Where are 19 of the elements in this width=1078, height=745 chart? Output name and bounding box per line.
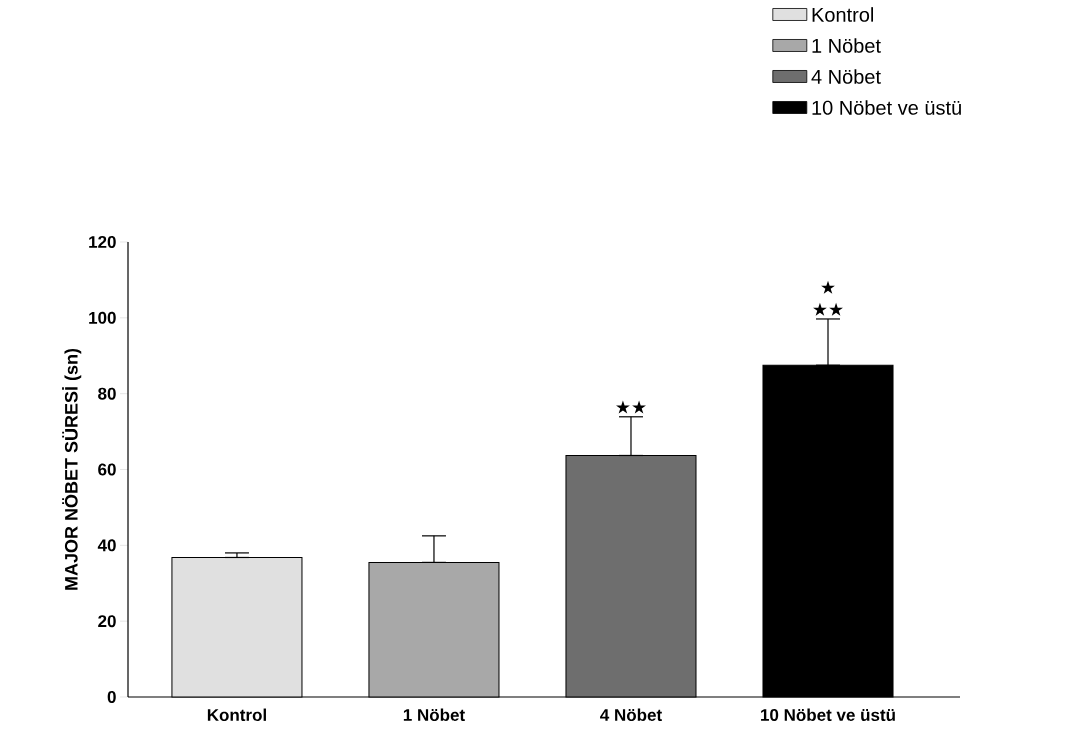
y-tick-label: 80 [98,387,116,400]
legend-label: 10 Nöbet ve üstü [812,100,961,115]
y-tick-label: 120 [89,235,116,249]
x-tick-label: 10 Nöbet ve üstü [761,708,895,722]
annotation: ★ [821,280,835,294]
x-tick-label: Kontrol [207,708,266,722]
legend-label: 1 Nöbet [812,38,881,53]
y-tick-label: 100 [89,311,116,324]
annotation: ★★ [616,400,646,414]
y-tick-label: 0 [107,690,116,704]
y-tick-label: 20 [98,615,116,628]
y-tick-label: 60 [98,463,116,476]
legend-label: 4 Nöbet [811,69,881,84]
y-axis-title: MAJOR NÖBET SÜRESİ (sn) [62,348,82,590]
legend-label: Kontrol [812,7,874,22]
y-tick-label: 40 [97,539,116,552]
annotation: ★★ [813,302,843,316]
x-tick-label: 1 Nöbet [403,708,465,722]
x-tick-label: 4 Nöbet [600,708,662,722]
